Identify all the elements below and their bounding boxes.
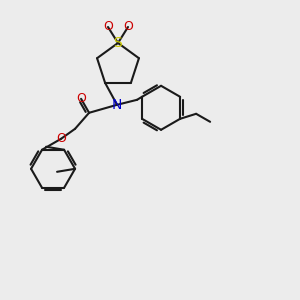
Text: O: O (123, 20, 133, 34)
Text: N: N (112, 98, 122, 112)
Text: O: O (56, 132, 66, 145)
Text: O: O (76, 92, 86, 105)
Text: O: O (103, 20, 113, 34)
Text: S: S (114, 36, 122, 50)
